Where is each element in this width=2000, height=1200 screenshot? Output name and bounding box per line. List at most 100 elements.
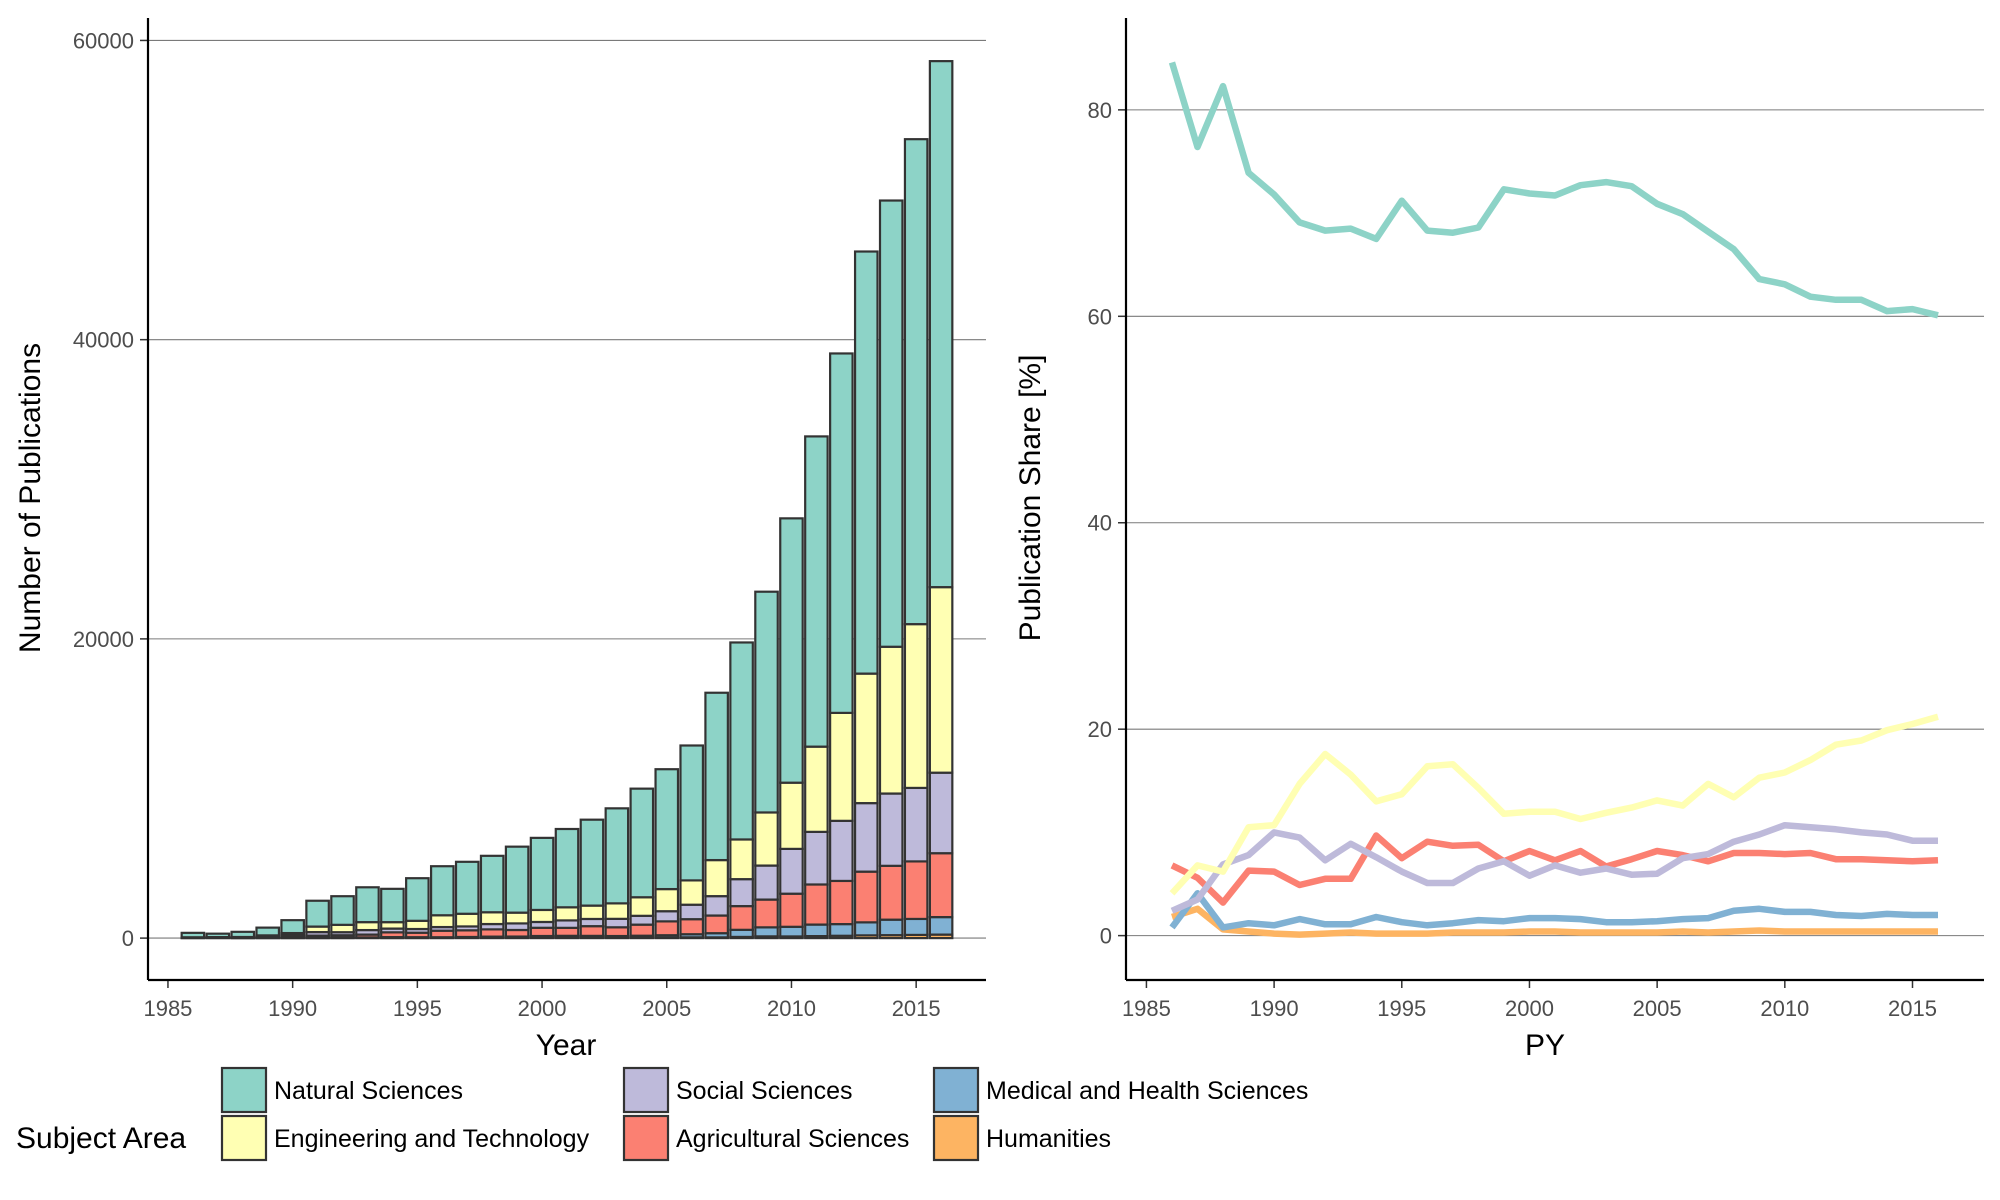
bar-segment-natural-sciences-1992 <box>330 895 355 926</box>
legend-label-medical-and-health-sciences: Medical and Health Sciences <box>986 1077 1308 1105</box>
bar-segment-engineering-and-technology-2005 <box>654 887 680 913</box>
left-x-tick-label: 1985 <box>143 996 192 1021</box>
bar-segment-social-sciences-2004 <box>629 914 655 926</box>
bar-segment-natural-sciences-2008 <box>729 641 754 841</box>
legend-key-social-sciences <box>622 1066 670 1114</box>
share-line-medical-and-health-sciences <box>1169 890 1938 931</box>
right-x-axis-title: PY <box>1525 1029 1565 1062</box>
legend-title: Subject Area <box>16 1122 186 1155</box>
bar-segment-agricultural-sciences-2016 <box>928 852 954 919</box>
bar-segment-engineering-and-technology-2001 <box>554 906 580 922</box>
bar-segment-engineering-and-technology-2003 <box>604 902 630 920</box>
bar-segment-engineering-and-technology-2016 <box>928 586 954 774</box>
bar-segment-engineering-and-technology-1996 <box>429 914 455 929</box>
bar-segment-agricultural-sciences-2008 <box>729 905 754 931</box>
bar-segment-engineering-and-technology-2000 <box>529 908 555 924</box>
bar-segment-engineering-and-technology-2006 <box>679 879 705 906</box>
bar-segment-natural-sciences-2005 <box>654 768 680 891</box>
bar-segment-agricultural-sciences-2001 <box>554 926 580 937</box>
right-x-tick-label: 1995 <box>1377 996 1426 1021</box>
bar-segment-natural-sciences-1996 <box>429 865 455 917</box>
bar-segment-engineering-and-technology-1998 <box>479 911 505 926</box>
bar-segment-natural-sciences-1993 <box>355 886 380 924</box>
share-line-agricultural-sciences <box>1170 832 1939 906</box>
right-gridlines <box>1126 109 1984 937</box>
legend-label-social-sciences: Social Sciences <box>676 1077 852 1105</box>
bar-segment-social-sciences-2005 <box>654 910 680 923</box>
bar-segment-natural-sciences-2001 <box>554 827 580 909</box>
bar-segment-natural-sciences-2010 <box>779 517 804 784</box>
left-x-tick-label: 1995 <box>393 996 442 1021</box>
bar-segment-agricultural-sciences-2011 <box>804 883 829 926</box>
left-bars <box>180 60 954 940</box>
bar-segment-medical-and-health-sciences-2013 <box>853 921 879 937</box>
bar-segment-natural-sciences-2014 <box>878 199 904 648</box>
bar-segment-natural-sciences-2011 <box>804 435 829 748</box>
bar-segment-medical-and-health-sciences-2010 <box>779 925 804 938</box>
left-axes <box>140 18 986 988</box>
legend-key-humanities <box>932 1114 980 1162</box>
bar-segment-natural-sciences-1995 <box>405 877 430 922</box>
bar-segment-engineering-and-technology-2014 <box>878 645 904 795</box>
bar-segment-agricultural-sciences-2002 <box>579 925 605 937</box>
bar-segment-engineering-and-technology-1997 <box>454 912 480 928</box>
bar-segment-engineering-and-technology-2011 <box>804 745 829 833</box>
bar-segment-engineering-and-technology-2007 <box>704 858 729 898</box>
left-y-axis-title: Number of Publications <box>14 343 47 653</box>
bar-segment-natural-sciences-2013 <box>853 250 879 675</box>
bar-segment-medical-and-health-sciences-2012 <box>829 923 854 937</box>
bar-segment-engineering-and-technology-2012 <box>829 711 854 822</box>
bar-segment-medical-and-health-sciences-2009 <box>754 926 779 938</box>
bar-segment-natural-sciences-1990 <box>280 919 305 935</box>
bar-segment-engineering-and-technology-2009 <box>754 811 779 867</box>
bar-segment-medical-and-health-sciences-2014 <box>878 918 904 937</box>
left-x-tick-label: 2005 <box>642 996 691 1021</box>
bar-segment-agricultural-sciences-2005 <box>654 920 680 937</box>
bar-segment-engineering-and-technology-2004 <box>629 896 655 917</box>
left-y-tick-label: 60000 <box>73 28 134 53</box>
bar-segment-social-sciences-2003 <box>604 917 630 929</box>
bar-segment-natural-sciences-1986 <box>180 931 206 939</box>
right-y-tick-label: 60 <box>1088 304 1112 329</box>
bar-segment-natural-sciences-2015 <box>903 138 929 626</box>
bar-segment-social-sciences-2008 <box>729 878 754 908</box>
right-y-tick-label: 80 <box>1088 98 1112 123</box>
legend: Subject Area Natural Sciences Engineering… <box>16 1066 1308 1162</box>
bar-segment-engineering-and-technology-1999 <box>504 911 530 925</box>
bar-segment-social-sciences-2009 <box>754 864 779 901</box>
left-x-tick-label: 2000 <box>518 996 567 1021</box>
bar-segment-natural-sciences-2003 <box>604 807 630 905</box>
right-x-tick-label: 2000 <box>1505 996 1554 1021</box>
bar-segment-agricultural-sciences-2004 <box>629 923 655 937</box>
bar-segment-natural-sciences-2002 <box>579 818 605 907</box>
right-x-tick-label: 2010 <box>1760 996 1809 1021</box>
bar-segment-engineering-and-technology-1992 <box>330 923 355 934</box>
bar-segment-medical-and-health-sciences-2011 <box>804 923 829 938</box>
bar-segment-natural-sciences-2012 <box>829 352 854 714</box>
bar-segment-medical-and-health-sciences-2015 <box>903 917 929 937</box>
bar-segment-natural-sciences-2000 <box>529 836 555 912</box>
bar-segment-social-sciences-2006 <box>679 903 705 921</box>
bar-segment-social-sciences-2007 <box>704 895 729 917</box>
left-y-tick-label: 40000 <box>73 328 134 353</box>
left-x-tick-label: 2010 <box>767 996 816 1021</box>
left-panel-stacked-bars: 0 20000 40000 60000 1985 1990 1995 2000 2005 2010… <box>14 18 986 1062</box>
bar-segment-natural-sciences-1999 <box>504 845 530 914</box>
bar-segment-engineering-and-technology-2010 <box>779 781 804 850</box>
left-y-tick-label: 0 <box>122 926 134 951</box>
bar-segment-natural-sciences-1988 <box>230 930 256 939</box>
bar-segment-social-sciences-2001 <box>554 919 580 929</box>
bar-segment-natural-sciences-1994 <box>380 887 405 924</box>
legend-key-engineering-and-technology <box>220 1114 268 1162</box>
bar-segment-engineering-and-technology-2008 <box>729 838 754 881</box>
share-line-humanities <box>1171 905 1938 938</box>
bar-segment-natural-sciences-2006 <box>679 744 705 882</box>
bar-segment-engineering-and-technology-2015 <box>903 623 929 790</box>
right-y-tick-label: 40 <box>1088 511 1112 536</box>
legend-key-medical-and-health-sciences <box>932 1066 980 1114</box>
bar-segment-agricultural-sciences-2006 <box>679 918 705 936</box>
bar-segment-medical-and-health-sciences-2016 <box>928 916 954 936</box>
right-x-tick-label: 2015 <box>1888 996 1937 1021</box>
bar-segment-agricultural-sciences-2014 <box>878 864 904 921</box>
right-x-tick-label: 1990 <box>1250 996 1299 1021</box>
